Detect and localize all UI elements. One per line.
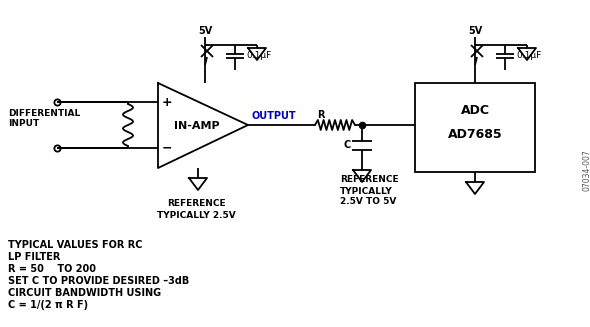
Text: 0.1μF: 0.1μF bbox=[516, 51, 541, 60]
Text: TYPICALLY 2.5V: TYPICALLY 2.5V bbox=[156, 211, 235, 219]
Text: −: − bbox=[162, 142, 172, 154]
Text: +: + bbox=[162, 95, 173, 109]
Text: IN-AMP: IN-AMP bbox=[174, 121, 220, 131]
Text: 5V: 5V bbox=[198, 26, 212, 36]
Text: R: R bbox=[317, 110, 325, 120]
Text: 0.1μF: 0.1μF bbox=[246, 51, 271, 60]
Text: C: C bbox=[344, 140, 351, 150]
Text: SET C TO PROVIDE DESIRED –3dB: SET C TO PROVIDE DESIRED –3dB bbox=[8, 276, 189, 286]
Text: OUTPUT: OUTPUT bbox=[252, 111, 297, 121]
Text: 07034-007: 07034-007 bbox=[582, 149, 590, 191]
Text: TYPICAL VALUES FOR RC: TYPICAL VALUES FOR RC bbox=[8, 240, 143, 250]
Text: 2.5V TO 5V: 2.5V TO 5V bbox=[340, 198, 396, 206]
Text: C = 1/(2 π R F): C = 1/(2 π R F) bbox=[8, 300, 88, 310]
Text: DIFFERENTIAL: DIFFERENTIAL bbox=[8, 109, 80, 117]
Text: INPUT: INPUT bbox=[8, 119, 40, 129]
Bar bbox=[415, 83, 535, 172]
Text: LP FILTER: LP FILTER bbox=[8, 252, 60, 262]
Text: R = 50    TO 200: R = 50 TO 200 bbox=[8, 264, 96, 274]
Text: TYPICALLY: TYPICALLY bbox=[340, 186, 393, 196]
Text: ADC: ADC bbox=[461, 104, 490, 116]
Text: REFERENCE: REFERENCE bbox=[340, 176, 399, 184]
Text: CIRCUIT BANDWIDTH USING: CIRCUIT BANDWIDTH USING bbox=[8, 288, 161, 298]
Text: REFERENCE: REFERENCE bbox=[167, 199, 225, 209]
Text: 5V: 5V bbox=[468, 26, 482, 36]
Text: AD7685: AD7685 bbox=[448, 129, 502, 142]
